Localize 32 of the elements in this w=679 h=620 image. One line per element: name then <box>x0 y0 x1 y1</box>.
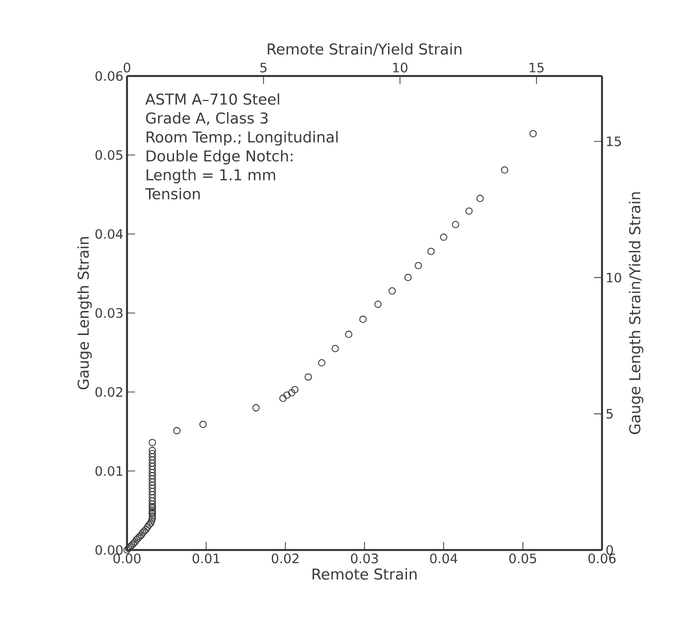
x2-tick-label: 10 <box>393 62 408 72</box>
y2-tick-label: 5 <box>606 408 613 419</box>
y-tick-label: 0.04 <box>96 229 123 239</box>
y-tick-label: 0.02 <box>96 387 122 397</box>
y-tick-label: 0.03 <box>96 308 122 318</box>
y-tick-label: 0.00 <box>96 545 123 555</box>
y-tick-label: 0.06 <box>96 71 123 81</box>
y2-tick-label: 15 <box>606 136 621 146</box>
y-tick-label: 0.05 <box>96 150 122 160</box>
y-tick-label: 0.01 <box>96 466 122 476</box>
x2-tick-label: 15 <box>530 62 544 72</box>
y2-axis-title: Gauge Length Strain/Yield Strain <box>628 192 644 434</box>
annotation: ASTM A–710 Steel <box>145 93 280 105</box>
annotation: Tension <box>145 188 200 200</box>
annotation: Room Temp.; Longitudinal <box>146 131 338 146</box>
x-tick-label: 0.03 <box>350 554 378 564</box>
annotation: Grade A, Class 3 <box>146 112 268 126</box>
y2-tick-label: 0 <box>606 545 613 555</box>
x-tick-label: 0.04 <box>430 554 458 564</box>
x-tick-label: 0.00 <box>113 554 141 564</box>
y-axis-title: Gauge Length Strain <box>77 237 92 390</box>
x-tick-label: 0.05 <box>509 554 536 564</box>
x-tick-label: 0.01 <box>192 554 220 564</box>
x2-tick-label: 5 <box>260 62 266 72</box>
annotation: Double Edge Notch: <box>146 150 292 164</box>
x2-tick-label: 0 <box>124 62 130 72</box>
x-tick-label: 0.06 <box>588 554 616 564</box>
x-axis-title: Remote Strain <box>312 568 417 580</box>
x-tick-label: 0.02 <box>272 554 298 564</box>
annotation: Length = 1.1 mm <box>146 168 276 184</box>
x2-axis-title: Remote Strain/Yield Strain <box>268 43 462 56</box>
y2-tick-label: 10 <box>606 272 622 282</box>
